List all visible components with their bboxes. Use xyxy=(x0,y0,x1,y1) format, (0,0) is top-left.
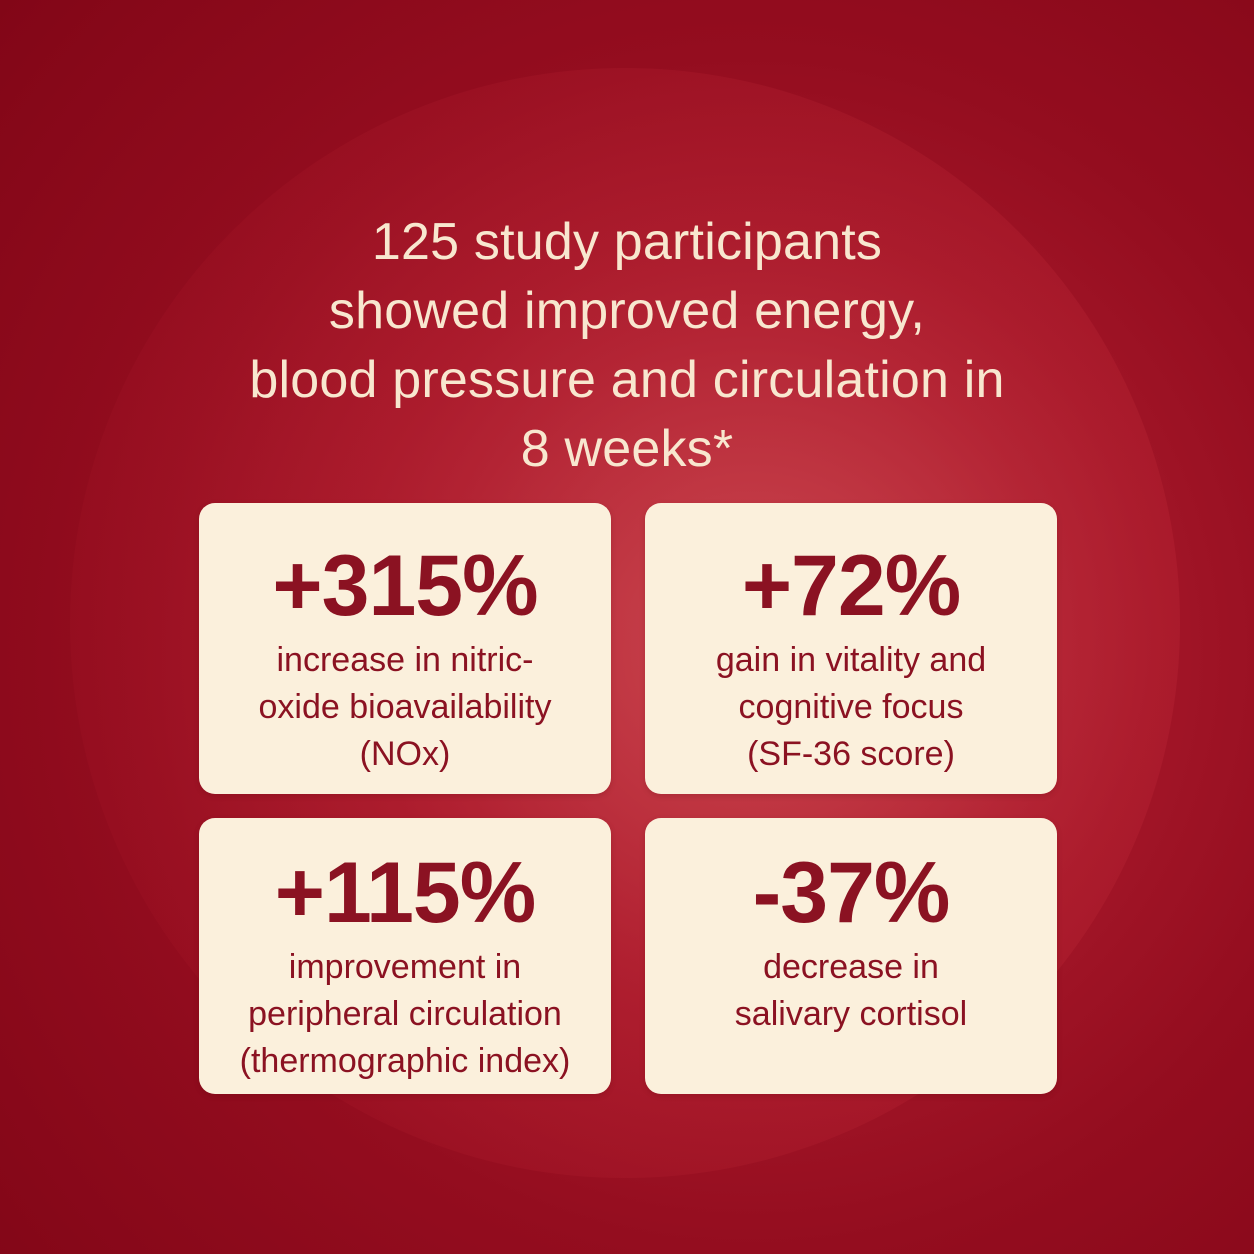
stat-description-line: improvement in xyxy=(288,948,522,986)
stat-description-line: oxide bioavailability xyxy=(258,688,552,726)
stat-description: gain in vitality and cognitive focus (SF… xyxy=(645,637,1057,778)
stat-value: +315% xyxy=(272,538,538,634)
stat-description-line: salivary cortisol xyxy=(734,995,968,1033)
stat-description-line: increase in nitric- xyxy=(276,641,534,679)
stat-card-circulation: +115% improvement in peripheral circulat… xyxy=(199,818,611,1094)
stat-description-line: decrease in xyxy=(763,948,939,986)
stat-value: -37% xyxy=(752,845,951,941)
stat-description-line: (thermographic index) xyxy=(239,1042,571,1080)
stat-description: improvement in peripheral circulation (t… xyxy=(199,944,611,1085)
stat-description-line: gain in vitality and xyxy=(715,641,987,679)
stat-card-vitality: +72% gain in vitality and cognitive focu… xyxy=(645,503,1057,794)
stat-description-line: (SF-36 score) xyxy=(747,735,955,773)
stat-description-line: cognitive focus xyxy=(738,688,964,726)
stat-value: +115% xyxy=(274,845,536,941)
headline: 125 study participants showed improved e… xyxy=(0,208,1254,484)
stat-description-line: (NOx) xyxy=(359,735,451,773)
stat-description-line: peripheral circulation xyxy=(248,995,562,1033)
headline-line: 125 study participants xyxy=(371,213,883,271)
stat-value: +72% xyxy=(741,538,961,634)
stat-card-nitric-oxide: +315% increase in nitric- oxide bioavail… xyxy=(199,503,611,794)
headline-line: blood pressure and circulation in xyxy=(249,351,1005,409)
stat-description: increase in nitric- oxide bioavailabilit… xyxy=(199,637,611,778)
headline-line: showed improved energy, xyxy=(328,282,926,340)
headline-line: 8 weeks* xyxy=(520,420,734,478)
stat-card-cortisol: -37% decrease in salivary cortisol xyxy=(645,818,1057,1094)
stat-description: decrease in salivary cortisol xyxy=(645,944,1057,1038)
